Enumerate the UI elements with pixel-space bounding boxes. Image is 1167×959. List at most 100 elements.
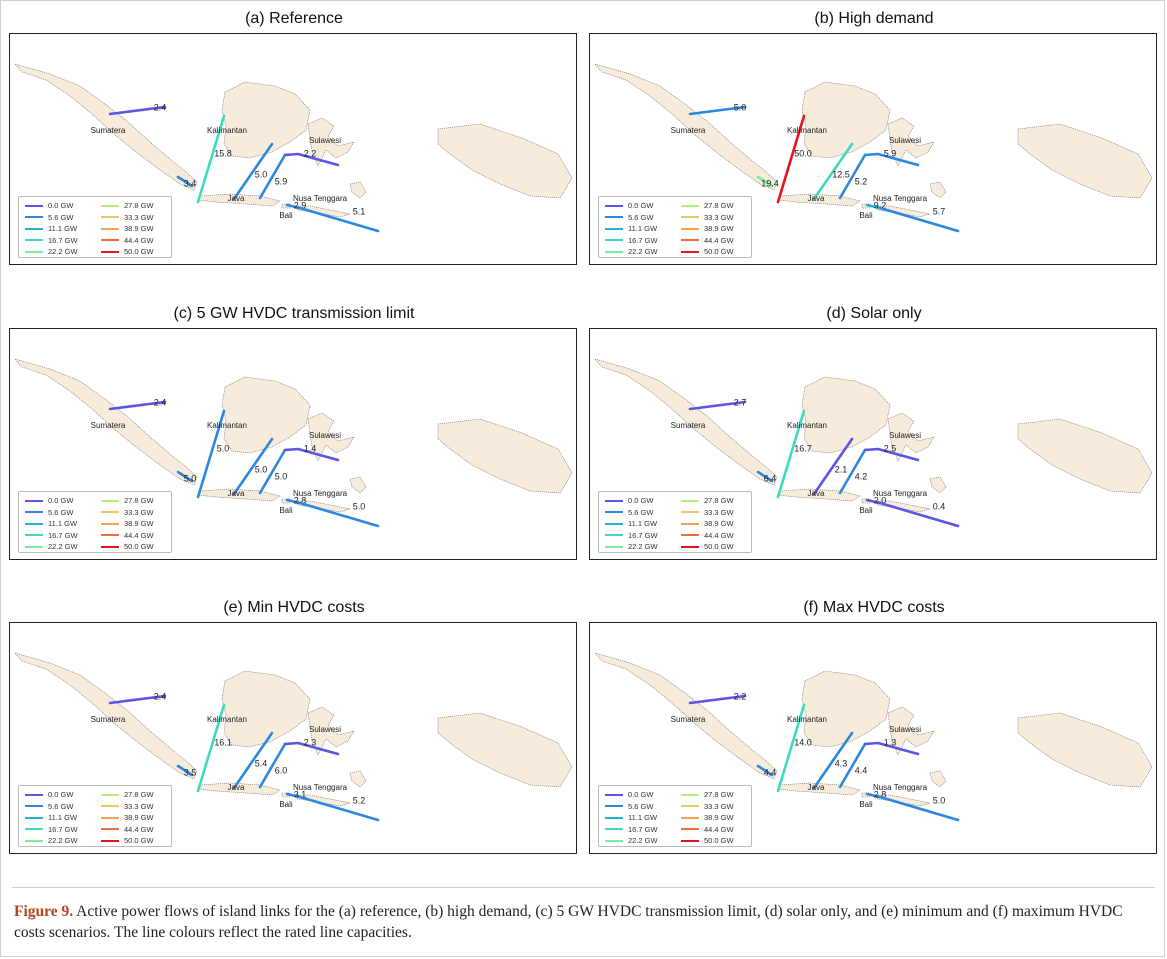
legend-label: 5.6 GW xyxy=(48,801,74,811)
link-sul-kal xyxy=(863,152,920,167)
legend-label: 27.8 GW xyxy=(124,201,154,210)
link-sum-kal xyxy=(776,114,806,204)
legend-swatch xyxy=(101,545,119,548)
legend-item: 27.8 GW xyxy=(101,789,154,800)
legend-label: 38.9 GW xyxy=(704,813,734,822)
island-label: Sulawesi xyxy=(309,725,341,734)
legend-swatch xyxy=(605,793,623,796)
island-landmass xyxy=(293,205,351,218)
legend-item: 5.6 GW xyxy=(25,507,73,518)
legend-label: 22.2 GW xyxy=(628,836,658,845)
legend-label: 33.3 GW xyxy=(124,507,154,517)
map-panel: (e) Min HVDC costs 2.4 3.5 16.1 5.4 6.0 2.3 3.1… xyxy=(9,598,579,854)
island-label: Sulawesi xyxy=(309,136,341,145)
island-label: Sumatera xyxy=(91,126,126,135)
legend-label: 38.9 GW xyxy=(124,224,154,233)
capacity-legend: 0.0 GW 5.6 GW 11.1 GW 16.7 GW 22.2 GW 27.8 GW… xyxy=(18,785,172,847)
link-java-kal xyxy=(232,437,274,496)
legend-item: 38.9 GW xyxy=(101,223,154,234)
link-bali-nt xyxy=(878,206,960,233)
island-label: Sulawesi xyxy=(309,431,341,440)
legend-label: 50.0 GW xyxy=(704,542,734,551)
link-sumatera xyxy=(688,400,747,411)
island-label: Kalimantan xyxy=(787,421,827,430)
legend-item: 22.2 GW xyxy=(605,246,658,257)
island-landmass xyxy=(873,205,931,218)
island-landmass xyxy=(929,476,947,494)
legend-item: 38.9 GW xyxy=(101,812,154,823)
legend-swatch xyxy=(101,239,119,241)
legend-item: 22.2 GW xyxy=(25,835,78,846)
legend-swatch xyxy=(101,839,119,842)
island-label: Bali xyxy=(859,800,873,809)
link-sumatera xyxy=(108,694,167,705)
legend-item: 22.2 GW xyxy=(25,541,78,552)
legend-swatch xyxy=(605,805,623,807)
island-label: Nusa Tenggara xyxy=(293,194,348,203)
indonesia-map: 2.4 3.4 15.8 5.0 5.9 2.2 2.9 5.1 Sumatera Kaliman… xyxy=(14,63,573,233)
legend-label: 44.4 GW xyxy=(704,824,734,834)
legend-item: 22.2 GW xyxy=(605,835,658,846)
legend-item: 27.8 GW xyxy=(681,200,734,211)
flow-label-java-sul: 6.0 xyxy=(275,765,288,775)
legend-label: 11.1 GW xyxy=(48,519,78,528)
legend-label: 44.4 GW xyxy=(124,235,154,245)
flow-label-sum-java: 3.4 xyxy=(184,178,197,188)
flow-label-java-kal: 4.3 xyxy=(835,758,848,768)
capacity-legend: 0.0 GW 5.6 GW 11.1 GW 16.7 GW 22.2 GW 27.8 GW… xyxy=(18,491,172,553)
map-plot: 2.4 3.5 16.1 5.4 6.0 2.3 3.1 5.2 Sumatera Kaliman… xyxy=(9,622,577,854)
legend-item: 11.1 GW xyxy=(605,812,657,823)
legend-label: 11.1 GW xyxy=(48,224,78,233)
island-label: Bali xyxy=(859,211,873,220)
legend-label: 33.3 GW xyxy=(124,212,154,222)
island-landmass xyxy=(887,412,935,462)
island-landmass xyxy=(437,123,573,199)
island-landmass xyxy=(307,706,355,756)
link-bali-nt xyxy=(878,501,960,528)
legend-swatch xyxy=(605,216,623,218)
legend-label: 16.7 GW xyxy=(48,824,78,834)
flow-label-sul-kal: 1.4 xyxy=(304,443,317,453)
legend-swatch xyxy=(25,511,43,513)
island-label: Sumatera xyxy=(91,421,126,430)
link-bali-nt xyxy=(298,206,380,233)
indonesia-map: 2.4 3.5 16.1 5.4 6.0 2.3 3.1 5.2 Sumatera Kaliman… xyxy=(14,652,573,822)
link-java-kal xyxy=(812,731,854,790)
flow-label-sumatera: 2.4 xyxy=(154,102,167,112)
link-java-sul xyxy=(838,153,867,200)
legend-swatch xyxy=(681,216,699,218)
island-label: Java xyxy=(808,783,825,792)
legend-label: 16.7 GW xyxy=(628,530,658,540)
island-label: Sulawesi xyxy=(889,725,921,734)
legend-swatch xyxy=(25,805,43,807)
legend-swatch xyxy=(25,534,43,536)
legend-swatch xyxy=(101,828,119,830)
link-sum-kal xyxy=(776,409,806,499)
flow-label-sul-kal: 5.9 xyxy=(884,148,897,158)
link-sum-java xyxy=(756,175,774,188)
island-landmass xyxy=(221,81,311,159)
legend-label: 5.6 GW xyxy=(628,801,654,811)
island-label: Sumatera xyxy=(91,715,126,724)
legend-swatch xyxy=(25,499,43,502)
flow-label-java-kal: 5.0 xyxy=(255,169,268,179)
legend-item: 0.0 GW xyxy=(605,200,653,211)
legend-label: 0.0 GW xyxy=(48,201,74,210)
island-landmass xyxy=(1017,123,1153,199)
link-sul-kal xyxy=(863,741,920,756)
link-sul-kal xyxy=(283,741,340,756)
legend-item: 0.0 GW xyxy=(605,789,653,800)
legend-item: 33.3 GW xyxy=(101,507,154,518)
island-landmass xyxy=(14,63,198,191)
link-sumatera xyxy=(688,105,747,116)
island-label: Kalimantan xyxy=(207,421,247,430)
legend-swatch xyxy=(25,522,43,525)
flow-label-bali-nt: 5.0 xyxy=(933,795,946,805)
island-label: Nusa Tenggara xyxy=(873,194,928,203)
island-label: Bali xyxy=(279,800,293,809)
legend-label: 50.0 GW xyxy=(704,836,734,845)
legend-label: 38.9 GW xyxy=(124,519,154,528)
legend-item: 38.9 GW xyxy=(101,518,154,529)
panel-title: (d) Solar only xyxy=(826,305,922,322)
island-label: Java xyxy=(808,489,825,498)
